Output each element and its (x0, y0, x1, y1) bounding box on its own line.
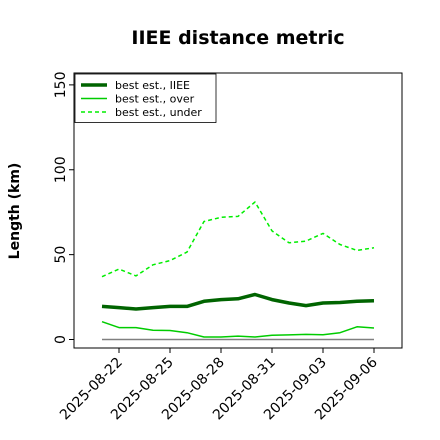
series-line-1 (101, 292, 375, 311)
plot-frame (73, 72, 403, 349)
y-axis-label: Length (km) (7, 163, 23, 260)
chart-title: IIEE distance metric (131, 27, 344, 49)
y-tick-label: 100 (53, 156, 69, 183)
legend-label-2: best est., over (115, 93, 195, 106)
series-line-2 (101, 320, 375, 338)
y-tick-label: 50 (53, 246, 69, 264)
y-tick-label: 150 (53, 72, 69, 99)
plot-area: 0501001502025-08-222025-08-252025-08-282… (53, 72, 403, 423)
legend-label-1: best est., IIEE (115, 79, 190, 92)
series-line-3 (101, 201, 375, 278)
y-tick-label: 0 (53, 335, 69, 344)
legend-label-3: best est., under (115, 106, 202, 119)
